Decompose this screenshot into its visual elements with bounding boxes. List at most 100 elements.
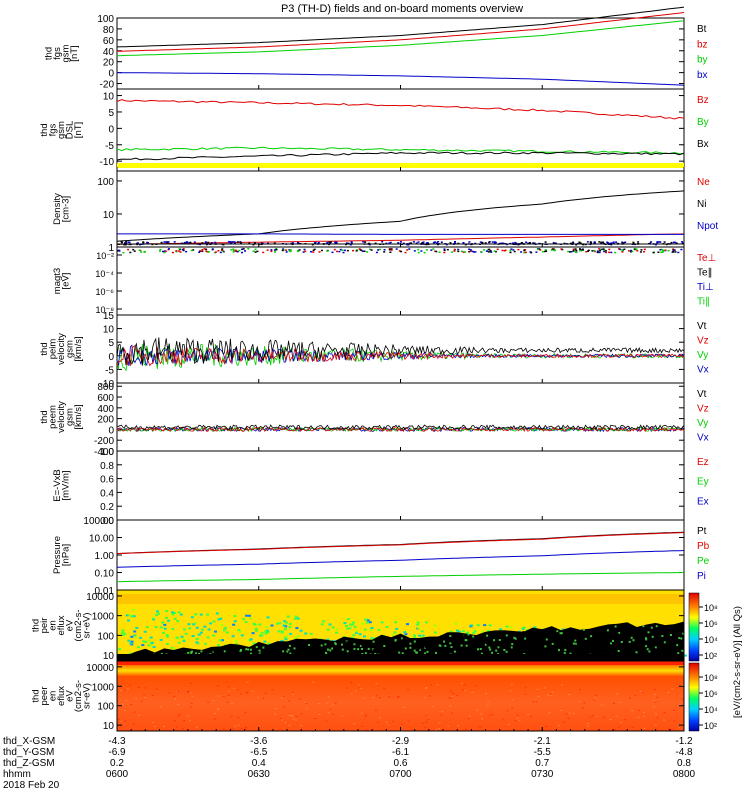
ion-spectrogram-speckle: [331, 647, 334, 650]
x-axis: thd_X-GSM -4.3 -3.6 -2.9 -2.1 -1.2 thd_Y-GSM -6…: [3, 85, 696, 791]
ion-spectrogram-pixel: [368, 621, 372, 624]
ion-spectrogram-speckle: [583, 649, 586, 652]
temperature-trace: [523, 251, 526, 254]
ion-spectrogram-pixel: [120, 631, 124, 634]
electron-spectrogram-speckle: [653, 693, 656, 695]
ion-spectrogram-speckle: [640, 626, 643, 629]
temperature-trace: [602, 248, 605, 250]
temperature-trace: [545, 250, 548, 252]
ion-spectrogram-speckle: [498, 632, 501, 635]
electron-spectrogram-speckle: [291, 693, 294, 695]
ion-spectrogram-pixel: [328, 623, 332, 626]
y-axis-label: thd: [31, 689, 42, 702]
density-noise: [421, 242, 424, 244]
ion-spectrogram-speckle: [271, 647, 274, 650]
x-tick-label: 0630: [248, 769, 271, 780]
ion-spectrogram-pixel: [125, 614, 129, 617]
electron-spectrogram-speckle: [257, 696, 260, 698]
ion-spectrogram-speckle: [610, 631, 613, 634]
density-noise: [267, 242, 270, 245]
ion-spectrogram-pixel: [201, 628, 204, 631]
ion-spectrogram-pixel: [296, 617, 300, 620]
ion-spectrogram-speckle: [563, 651, 566, 654]
ion-spectrogram-speckle: [480, 652, 483, 655]
ion-spectrogram-speckle: [645, 637, 647, 640]
temperature-trace: [244, 250, 246, 252]
series-bx: [116, 72, 685, 86]
ion-spectrogram-speckle: [559, 632, 562, 635]
y-axis-label: [cm-3]: [60, 196, 71, 222]
electron-spectrogram-speckle: [427, 719, 430, 721]
y-axis-label: gsm: [65, 340, 76, 358]
ion-spectrogram-pixel: [159, 626, 163, 629]
ion-spectrogram-speckle: [467, 633, 470, 636]
x-tick-label: 0.8: [677, 758, 691, 769]
y-axis-label: [mV/m]: [60, 470, 71, 500]
ion-spectrogram-speckle: [505, 634, 508, 637]
ion-spectrogram-speckle: [622, 633, 624, 635]
y-axis-label: eV: [65, 690, 76, 702]
electron-spectrogram-speckle: [612, 702, 615, 704]
temperature-trace: [356, 249, 359, 251]
ion-spectrogram-speckle: [286, 650, 289, 653]
ion-spectrogram-speckle: [630, 633, 633, 636]
ion-spectrogram-pixel: [264, 632, 268, 635]
ion-spectrogram-pixel: [293, 617, 297, 620]
temperature-trace: [388, 248, 391, 250]
ion-spectrogram-speckle: [643, 637, 646, 640]
legend-vz: Vz: [697, 336, 709, 347]
density-noise: [553, 242, 556, 245]
ion-spectrogram-speckle: [609, 652, 612, 655]
temperature-trace: [639, 251, 642, 253]
y-tick-label: 100: [97, 631, 114, 642]
ion-spectrogram-speckle: [570, 631, 573, 634]
ion-spectrogram-speckle: [361, 644, 364, 647]
x-row-label: thd_Y-GSM: [3, 747, 54, 758]
temperature-trace: [159, 250, 161, 252]
y-axis-label: peem: [48, 405, 59, 429]
ion-spectrogram-speckle: [572, 642, 575, 645]
electron-spectrogram-speckle: [514, 720, 517, 722]
ion-spectrogram-speckle: [484, 649, 487, 652]
density-noise: [408, 242, 411, 244]
ion-spectrogram-pixel: [285, 635, 289, 638]
ion-spectrogram-speckle: [361, 648, 363, 650]
ion-spectrogram-speckle: [513, 636, 516, 639]
density-noise: [400, 241, 402, 243]
ion-spectrogram-speckle: [413, 647, 416, 650]
electron-spectrogram-speckle: [403, 707, 406, 708]
ion-spectrogram-pixel: [165, 643, 169, 645]
density-noise: [663, 241, 666, 243]
ion-spectrogram-speckle: [574, 642, 577, 645]
ion-spectrogram-pixel: [203, 625, 207, 628]
ion-spectrogram-pixel: [162, 631, 165, 634]
ion-spectrogram-speckle: [541, 650, 544, 652]
x-tick-label: -2.9: [392, 736, 410, 747]
legend-ez: Ez: [697, 457, 709, 468]
temperature-trace: [603, 250, 606, 253]
temperature-trace: [469, 250, 472, 252]
ion-spectrogram-pixel: [364, 618, 367, 621]
electron-spectrogram-speckle: [407, 689, 410, 690]
temperature-trace: [621, 250, 624, 252]
electron-spectrogram-speckle: [162, 725, 165, 727]
density-noise: [681, 241, 684, 243]
electron-spectrogram-speckle: [217, 708, 220, 710]
x-date-label: 2018 Feb 20: [3, 780, 60, 791]
temperature-trace: [298, 249, 301, 251]
ion-spectrogram-speckle: [655, 625, 658, 628]
ion-spectrogram-speckle: [560, 645, 563, 647]
ion-spectrogram-pixel: [172, 647, 175, 650]
ion-spectrogram-speckle: [631, 628, 634, 631]
ion-spectrogram-pixel: [283, 636, 287, 639]
ion-spectrogram-pixel: [212, 620, 216, 623]
density-noise: [502, 242, 505, 245]
density-noise: [184, 241, 187, 244]
temperature-trace: [587, 249, 590, 252]
temperature-trace: [464, 251, 467, 253]
ion-spectrogram-speckle: [606, 645, 609, 648]
temperature-trace: [232, 251, 235, 253]
ion-spectrogram-pixel: [242, 618, 246, 621]
electron-spectrogram-speckle: [237, 717, 240, 718]
legend-vx: Vx: [697, 365, 709, 376]
